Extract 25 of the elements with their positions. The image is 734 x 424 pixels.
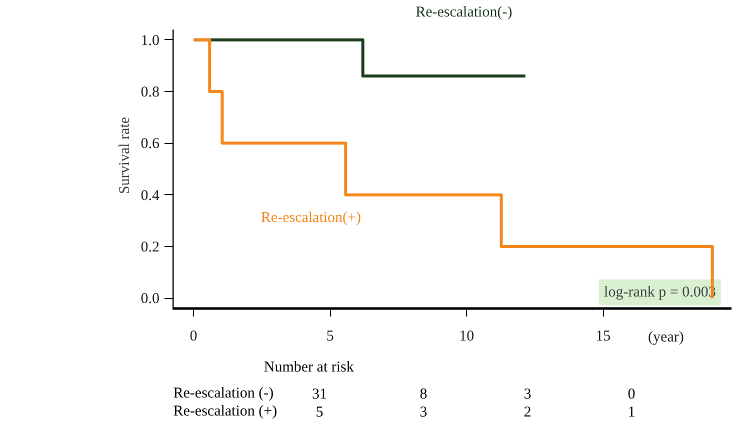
y-tick-label: 1.0 xyxy=(140,32,160,49)
text: Re-escalation (+) xyxy=(173,404,278,420)
y-tick-label: 0.0 xyxy=(140,291,160,308)
text: 8 xyxy=(420,386,428,402)
text: 1 xyxy=(628,404,636,420)
y-tick-label: 0.8 xyxy=(140,84,160,100)
text: 0 xyxy=(628,386,636,402)
x-tick-label: 0 xyxy=(190,328,198,344)
text: Number at risk xyxy=(264,360,354,376)
text: 31 xyxy=(312,386,328,402)
y-tick-label: 0.4 xyxy=(140,188,160,204)
x-tick-label: 5 xyxy=(326,328,334,344)
text: 2 xyxy=(524,404,532,420)
text: 3 xyxy=(420,404,428,420)
x-axis-title: (year) xyxy=(648,330,684,346)
x-tick-label: 10 xyxy=(459,328,474,344)
text: 5 xyxy=(316,404,324,420)
x-tick-label: 15 xyxy=(596,328,611,344)
text: Re-escalation (-) xyxy=(173,386,274,402)
y-tick-label: 0.2 xyxy=(140,240,160,256)
y-tick-label: 0.6 xyxy=(140,136,160,152)
y-axis-title: Survival rate xyxy=(116,116,133,194)
text: 3 xyxy=(524,386,532,402)
series-label: Re-escalation(+) xyxy=(260,210,361,226)
text: Re-escalation(-) xyxy=(416,4,512,21)
